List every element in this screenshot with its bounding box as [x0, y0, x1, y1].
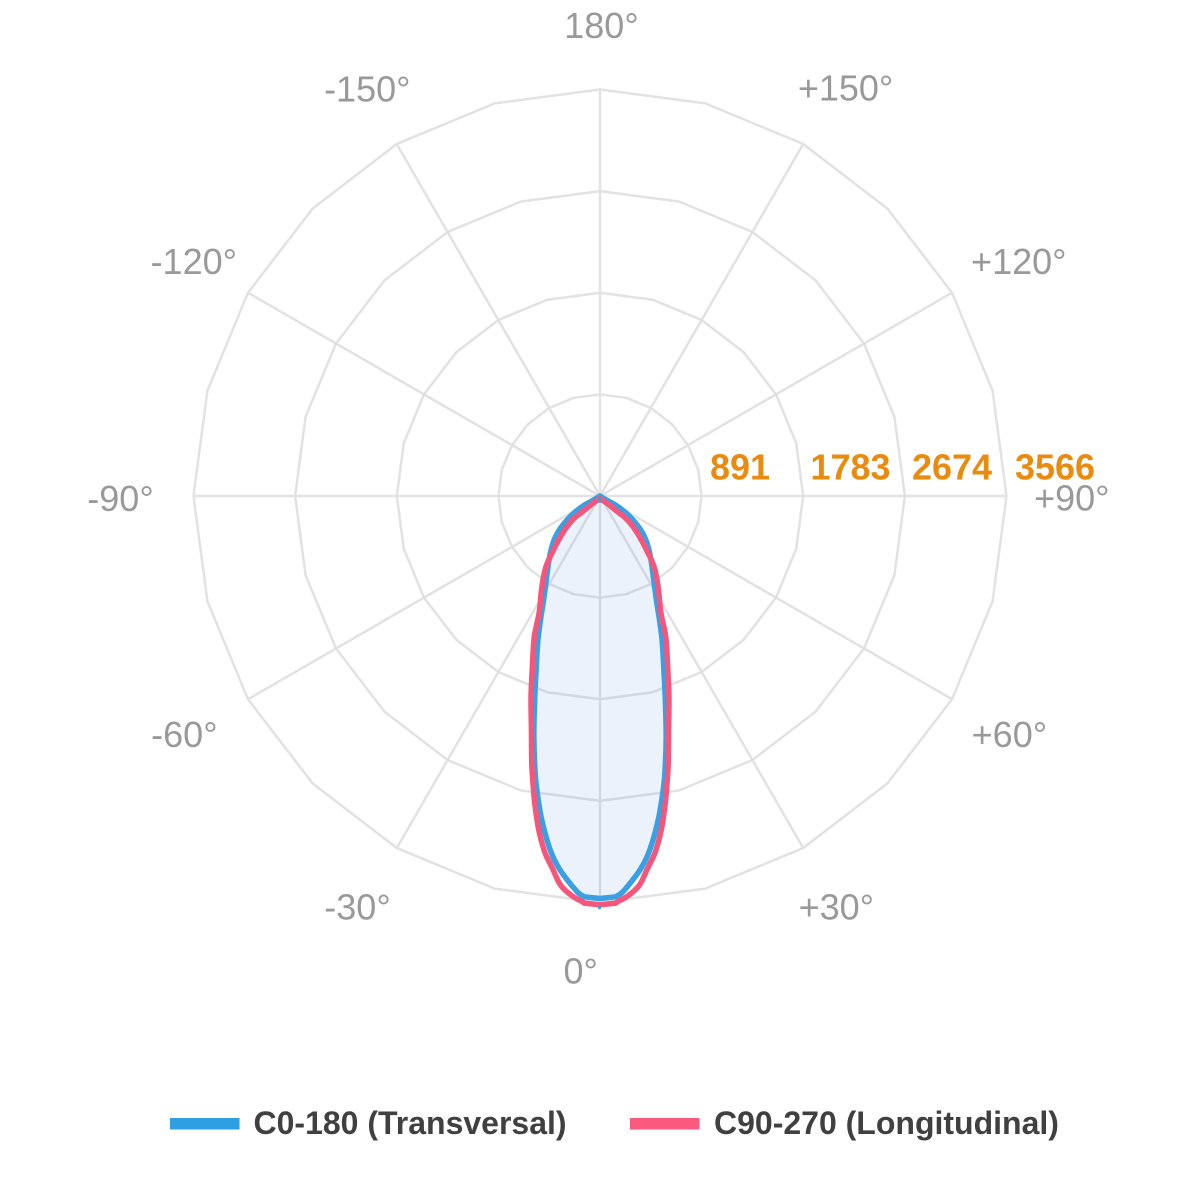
svg-text:0°: 0° [563, 951, 597, 992]
svg-text:-150°: -150° [324, 69, 410, 110]
svg-text:1783: 1783 [810, 447, 890, 488]
svg-text:2674: 2674 [912, 447, 992, 488]
svg-text:+150°: +150° [798, 68, 893, 109]
svg-text:-30°: -30° [324, 886, 390, 927]
svg-text:C90-270 (Longitudinal): C90-270 (Longitudinal) [714, 1105, 1059, 1141]
svg-text:-60°: -60° [151, 714, 217, 755]
svg-text:+90°: +90° [1034, 478, 1109, 519]
svg-text:891: 891 [710, 447, 770, 488]
svg-text:-90°: -90° [87, 478, 153, 519]
svg-text:+120°: +120° [971, 241, 1066, 282]
svg-text:+30°: +30° [799, 887, 874, 928]
svg-text:-120°: -120° [151, 241, 237, 282]
svg-text:C0-180 (Transversal): C0-180 (Transversal) [254, 1105, 567, 1141]
svg-text:+60°: +60° [972, 714, 1047, 755]
svg-text:3566: 3566 [1015, 447, 1095, 488]
svg-text:180°: 180° [564, 5, 638, 46]
